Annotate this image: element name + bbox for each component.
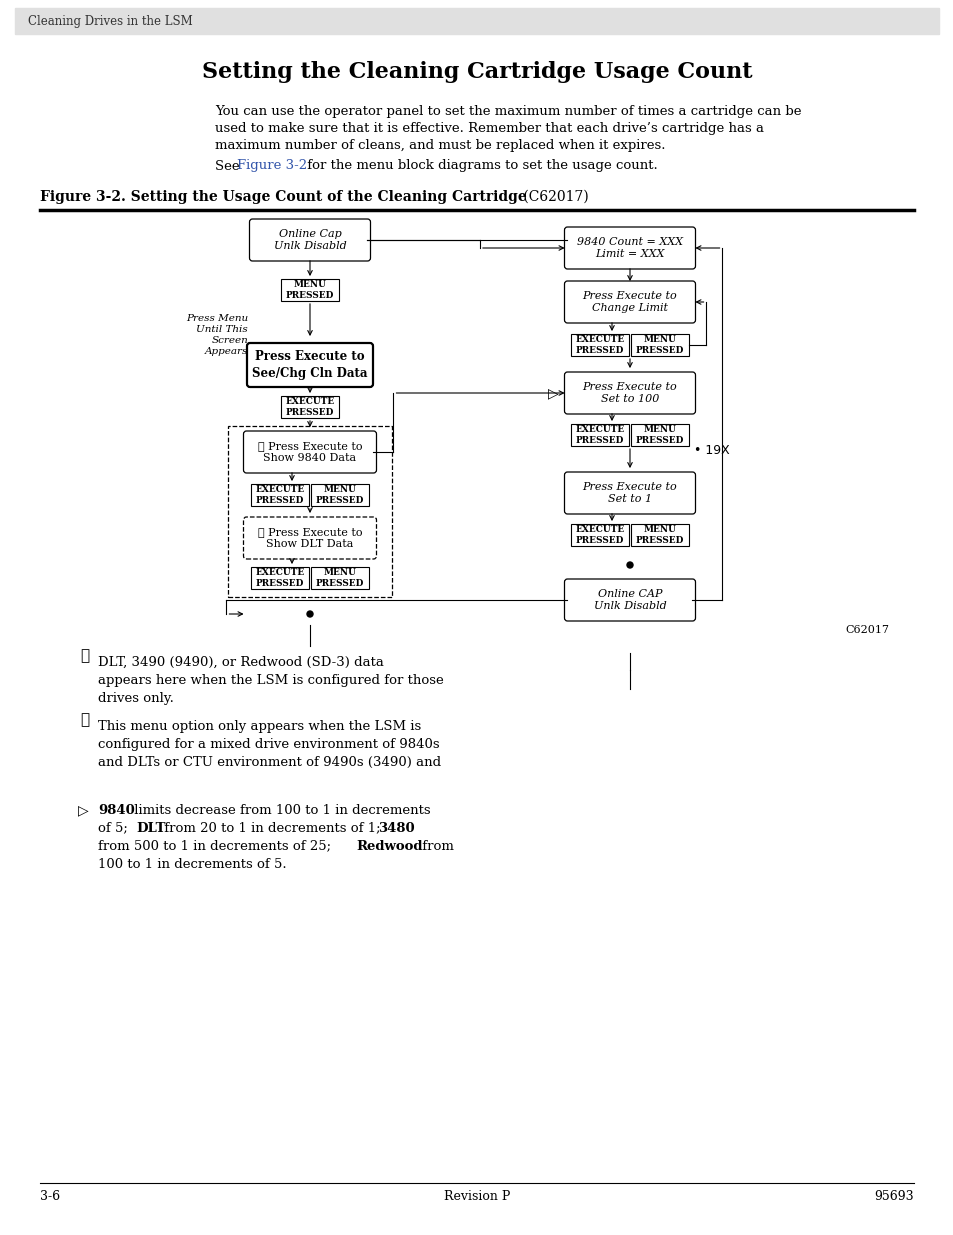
Text: Press Execute to
Set to 1: Press Execute to Set to 1 xyxy=(582,482,677,504)
Bar xyxy=(251,484,309,506)
Text: EXECUTE
PRESSED: EXECUTE PRESSED xyxy=(575,335,624,354)
Bar xyxy=(311,484,369,506)
Text: EXECUTE
PRESSED: EXECUTE PRESSED xyxy=(575,425,624,445)
Text: Press Execute to
Set to 100: Press Execute to Set to 100 xyxy=(582,382,677,404)
Text: 3-6: 3-6 xyxy=(40,1191,60,1203)
Text: maximum number of cleans, and must be replaced when it expires.: maximum number of cleans, and must be re… xyxy=(214,140,665,152)
Text: EXECUTE
PRESSED: EXECUTE PRESSED xyxy=(285,398,335,416)
FancyBboxPatch shape xyxy=(250,219,370,261)
Text: Figure 3-2: Figure 3-2 xyxy=(236,159,307,173)
FancyBboxPatch shape xyxy=(564,372,695,414)
Text: EXECUTE
PRESSED: EXECUTE PRESSED xyxy=(255,485,304,505)
Bar xyxy=(571,424,628,446)
Text: C62017: C62017 xyxy=(844,625,888,635)
Text: MENU
PRESSED: MENU PRESSED xyxy=(635,425,683,445)
Text: Setting the Cleaning Cartridge Usage Count: Setting the Cleaning Cartridge Usage Cou… xyxy=(201,61,752,83)
Text: ✳: ✳ xyxy=(80,650,89,663)
Text: MENU
PRESSED: MENU PRESSED xyxy=(635,525,683,545)
Bar xyxy=(311,567,369,589)
FancyBboxPatch shape xyxy=(243,431,376,473)
Bar xyxy=(228,426,392,597)
Text: MENU
PRESSED: MENU PRESSED xyxy=(286,280,334,300)
Text: Press Execute to
See/Chg Cln Data: Press Execute to See/Chg Cln Data xyxy=(252,351,367,379)
Text: 9840 Count = XXX
Limit = XXX: 9840 Count = XXX Limit = XXX xyxy=(577,237,682,259)
Bar xyxy=(251,567,309,589)
Text: 95693: 95693 xyxy=(874,1191,913,1203)
Text: MENU
PRESSED: MENU PRESSED xyxy=(635,335,683,354)
Circle shape xyxy=(626,562,633,568)
Text: MENU
PRESSED: MENU PRESSED xyxy=(315,568,364,588)
Circle shape xyxy=(307,611,313,618)
FancyBboxPatch shape xyxy=(564,282,695,324)
Text: 9840: 9840 xyxy=(98,804,134,816)
Bar xyxy=(15,7,938,35)
Text: You can use the operator panel to set the maximum number of times a cartridge ca: You can use the operator panel to set th… xyxy=(214,105,801,119)
FancyBboxPatch shape xyxy=(243,517,376,559)
Text: ▷: ▷ xyxy=(78,803,89,818)
Bar xyxy=(571,333,628,356)
Text: DLT, 3490 (9490), or Redwood (SD-3) data
appears here when the LSM is configured: DLT, 3490 (9490), or Redwood (SD-3) data… xyxy=(98,656,443,705)
Text: from: from xyxy=(417,840,454,852)
Text: ✳ Press Execute to
Show 9840 Data: ✳ Press Execute to Show 9840 Data xyxy=(257,441,362,463)
Text: • 19X: • 19X xyxy=(693,443,729,457)
Text: used to make sure that it is effective. Remember that each drive’s cartridge has: used to make sure that it is effective. … xyxy=(214,122,763,135)
Text: 100 to 1 in decrements of 5.: 100 to 1 in decrements of 5. xyxy=(98,857,286,871)
FancyBboxPatch shape xyxy=(564,472,695,514)
Text: Press Execute to
Change Limit: Press Execute to Change Limit xyxy=(582,290,677,314)
Text: Online Cap
Unlk Disabld: Online Cap Unlk Disabld xyxy=(274,228,346,251)
Text: Cleaning Drives in the LSM: Cleaning Drives in the LSM xyxy=(28,15,193,27)
Text: from 500 to 1 in decrements of 25;: from 500 to 1 in decrements of 25; xyxy=(98,840,335,852)
Text: This menu option only appears when the LSM is
configured for a mixed drive envir: This menu option only appears when the L… xyxy=(98,720,440,769)
Text: Online CAP
Unlk Disabld: Online CAP Unlk Disabld xyxy=(593,589,666,611)
Text: EXECUTE
PRESSED: EXECUTE PRESSED xyxy=(255,568,304,588)
Bar xyxy=(630,524,688,546)
Text: ▷: ▷ xyxy=(548,387,558,400)
Text: DLT: DLT xyxy=(136,821,165,835)
Text: (C62017): (C62017) xyxy=(518,190,588,204)
Text: MENU
PRESSED: MENU PRESSED xyxy=(315,485,364,505)
Text: EXECUTE
PRESSED: EXECUTE PRESSED xyxy=(575,525,624,545)
Text: Figure 3-2. Setting the Usage Count of the Cleaning Cartridge: Figure 3-2. Setting the Usage Count of t… xyxy=(40,190,526,204)
FancyBboxPatch shape xyxy=(564,227,695,269)
FancyBboxPatch shape xyxy=(564,579,695,621)
Text: Revision P: Revision P xyxy=(443,1191,510,1203)
Text: Press Menu
Until This
Screen
Appears: Press Menu Until This Screen Appears xyxy=(186,314,248,356)
Text: from 20 to 1 in decrements of 1;: from 20 to 1 in decrements of 1; xyxy=(160,821,384,835)
Text: limits decrease from 100 to 1 in decrements: limits decrease from 100 to 1 in decreme… xyxy=(130,804,430,816)
FancyBboxPatch shape xyxy=(247,343,373,387)
Text: Redwood: Redwood xyxy=(355,840,422,852)
Text: ✳: ✳ xyxy=(80,713,89,727)
Text: of 5;: of 5; xyxy=(98,821,132,835)
Text: See: See xyxy=(214,159,244,173)
Text: ✳ Press Execute to
Show DLT Data: ✳ Press Execute to Show DLT Data xyxy=(257,527,362,550)
Bar xyxy=(630,424,688,446)
Text: 3480: 3480 xyxy=(377,821,415,835)
Text: for the menu block diagrams to set the usage count.: for the menu block diagrams to set the u… xyxy=(303,159,657,173)
Bar xyxy=(281,279,338,301)
Bar xyxy=(281,396,338,417)
Bar xyxy=(630,333,688,356)
Bar xyxy=(571,524,628,546)
